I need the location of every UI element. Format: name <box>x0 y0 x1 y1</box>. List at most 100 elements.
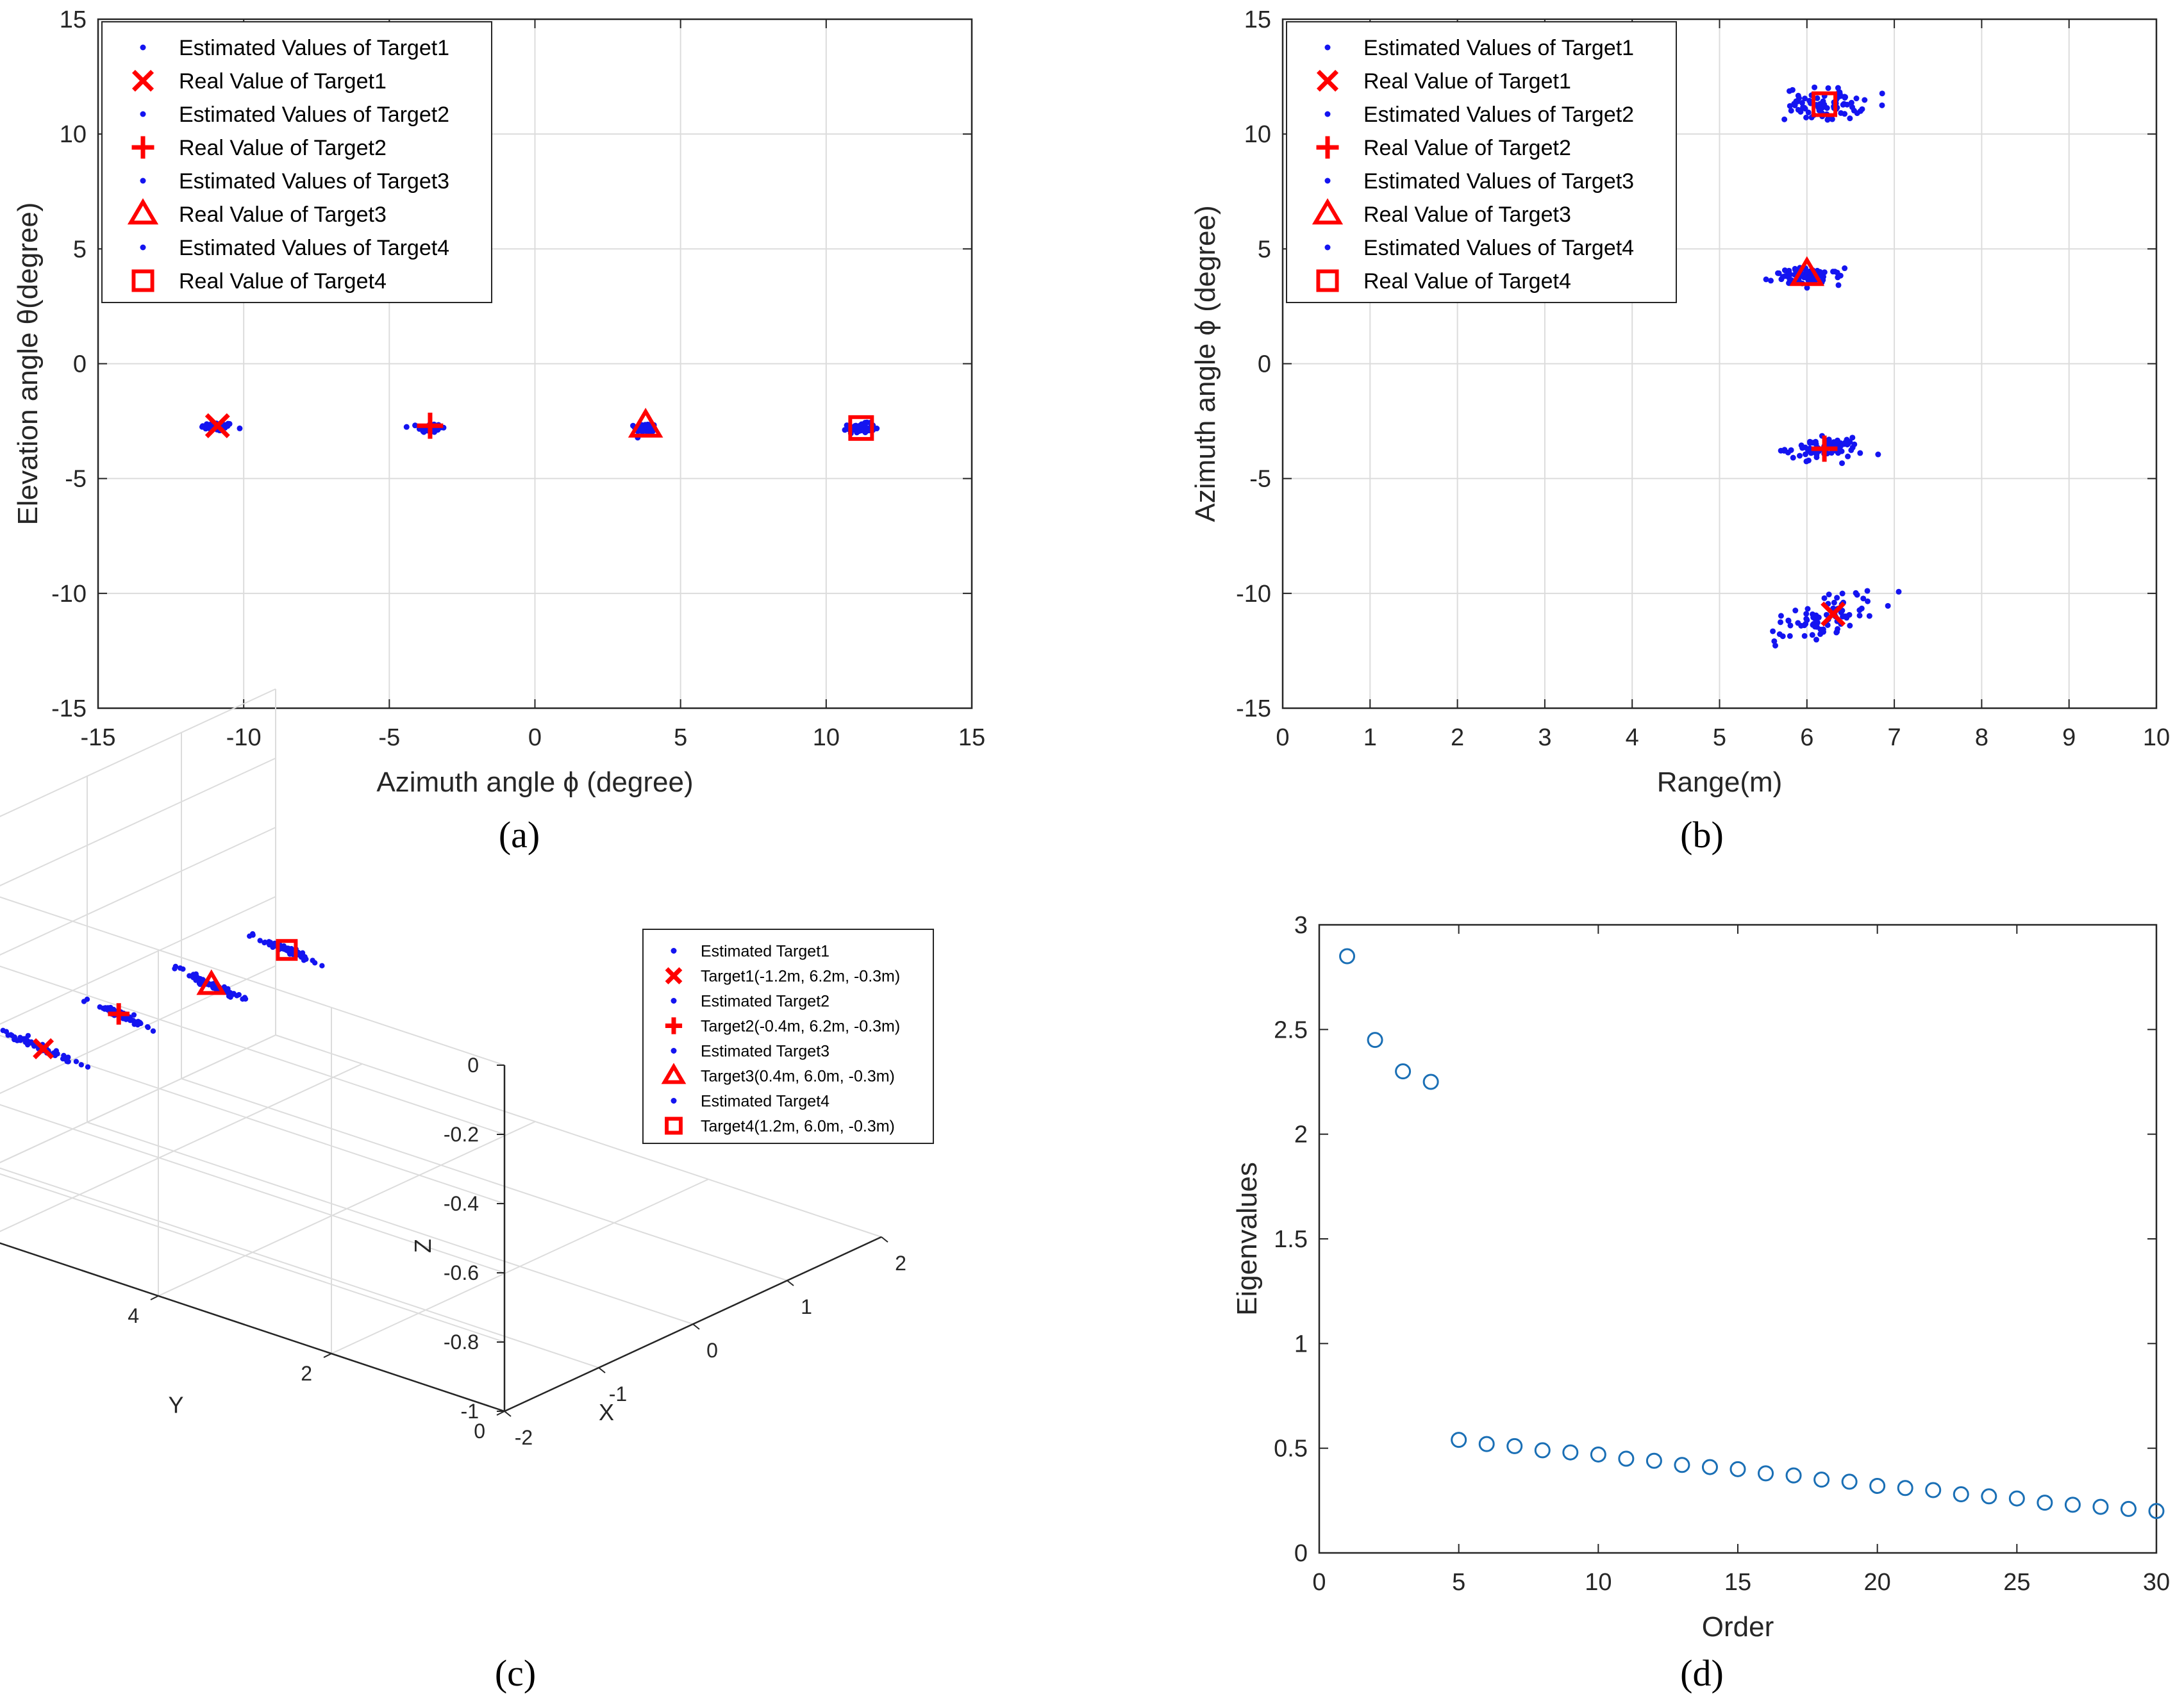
x-axis-label: Range(m) <box>1657 767 1783 798</box>
estimate-point <box>1781 116 1788 122</box>
estimate-point <box>1778 613 1784 619</box>
floor-gridline-x <box>275 1034 882 1238</box>
legend-label: Real Value of Target2 <box>179 136 387 160</box>
legend-dot-marker <box>671 1098 677 1104</box>
estimate-point <box>1776 270 1782 276</box>
eigenvalue-point <box>1953 1486 1969 1503</box>
x-tick-label: 15 <box>1724 1569 1751 1596</box>
y-tick-label: 1.5 <box>1274 1226 1308 1253</box>
estimate-point <box>1862 97 1868 103</box>
axes-frame <box>1318 924 2158 1554</box>
legend-x-marker <box>665 967 683 984</box>
estimate-point <box>103 1005 108 1011</box>
y-tick-label: -5 <box>65 466 87 493</box>
x-tick-label: 0 <box>528 724 542 751</box>
estimate-point <box>22 1037 28 1043</box>
legend-plus-marker <box>665 1017 683 1034</box>
y-axis-label: Azimuth angle ϕ (degree) <box>1190 205 1221 522</box>
estimate-point <box>1804 617 1810 623</box>
eigenvalue-point <box>1674 1457 1690 1473</box>
estimate-point <box>1864 588 1871 594</box>
y-axis-label: Eigenvalues <box>1231 1162 1263 1316</box>
estimate-point <box>17 1034 23 1041</box>
legend-dot-marker <box>140 178 146 184</box>
x-tick-label: -5 <box>378 724 400 751</box>
x-tick-label: 1 <box>801 1295 812 1318</box>
eigenvalue-point <box>1367 1032 1383 1049</box>
x-tick-label: 9 <box>2062 724 2076 751</box>
legend-dot-marker <box>140 244 146 251</box>
y-tick-label: 2 <box>1294 1122 1308 1148</box>
legend-label: Estimated Values of Target3 <box>179 169 449 194</box>
z-tick-label: -0.4 <box>444 1192 479 1215</box>
panel-a-elevation-vs-azimuth: -15 -10 -5 0 5 10 15 -15 -10 -5 0 5 10 15 Azimuth angl… <box>12 6 985 798</box>
estimate-point <box>1896 588 1902 595</box>
real-square-marker <box>1812 91 1838 117</box>
estimate-point <box>1788 447 1794 453</box>
estimate-point <box>1817 626 1824 633</box>
estimate-point <box>1837 272 1844 279</box>
x-tick-label: 5 <box>1713 724 1726 751</box>
legend-label: Estimated Values of Target4 <box>1363 236 1634 260</box>
legend-dot-marker <box>671 1048 677 1054</box>
estimate-point <box>1804 285 1810 291</box>
x-tick-label: 30 <box>2143 1569 2170 1596</box>
estimate-point <box>1813 454 1820 460</box>
estimate-point <box>1803 611 1810 617</box>
x-tick-label: -1 <box>609 1382 627 1405</box>
estimate-point <box>180 966 186 972</box>
estimate-point <box>225 990 231 996</box>
x-tick-label: -15 <box>81 724 116 751</box>
estimate-point <box>1851 441 1858 447</box>
estimate-point <box>1770 628 1776 634</box>
estimate-point <box>1875 451 1881 458</box>
y-tick-label: 5 <box>1258 236 1271 263</box>
estimate-point <box>1809 632 1815 638</box>
estimate-point <box>262 940 268 945</box>
estimate-point <box>1812 84 1818 90</box>
y-tick-label: -10 <box>1236 581 1271 608</box>
floor-gridline-x <box>87 1122 694 1325</box>
eigenvalue-point <box>1897 1480 1913 1497</box>
estimate-point <box>1821 269 1828 276</box>
estimate-point <box>64 1058 70 1065</box>
caption-b: (b) <box>1680 814 1724 856</box>
estimate-point <box>1829 116 1835 122</box>
legend-box <box>101 21 492 303</box>
estimate-point <box>189 973 195 979</box>
eigenvalue-point <box>1925 1482 1942 1498</box>
estimate-point <box>1806 275 1812 281</box>
backwall-gridline-z <box>0 896 276 1025</box>
estimate-point <box>1845 453 1851 460</box>
estimate-point <box>199 424 205 430</box>
estimate-point <box>150 1028 156 1034</box>
eigenvalue-point <box>1395 1063 1412 1080</box>
estimate-point <box>403 424 410 430</box>
eigenvalue-point <box>2148 1503 2165 1520</box>
estimate-point <box>1788 108 1794 114</box>
estimate-point <box>1835 282 1842 288</box>
estimate-point <box>1856 612 1863 618</box>
estimate-point <box>1772 642 1779 649</box>
z-tick-label: -0.2 <box>444 1123 479 1146</box>
x-axis-label: X <box>599 1399 614 1425</box>
eigenvalue-point <box>1451 1432 1467 1448</box>
estimate-point <box>1781 447 1788 453</box>
x-tick-label: 7 <box>1888 724 1901 751</box>
estimate-point <box>242 996 249 1002</box>
x-tick-label: 0 <box>1312 1569 1326 1596</box>
estimate-point <box>228 994 233 1000</box>
x-tick-label: 6 <box>1800 724 1813 751</box>
legend-label: Target3(0.4m, 6.0m, -0.3m) <box>701 1068 895 1086</box>
x-tick-label: 0 <box>706 1339 718 1362</box>
estimate-point <box>1842 613 1848 620</box>
eigenvalue-point <box>1869 1477 1886 1494</box>
x-tick <box>787 1280 794 1286</box>
y-tick-label: 3 <box>1294 912 1308 939</box>
eigenvalue-point <box>1590 1446 1606 1463</box>
real-triangle-marker <box>1789 256 1825 286</box>
estimate-point <box>12 1034 18 1040</box>
y-tick-label: 0 <box>474 1420 485 1443</box>
y-tick-label: -15 <box>51 695 87 722</box>
